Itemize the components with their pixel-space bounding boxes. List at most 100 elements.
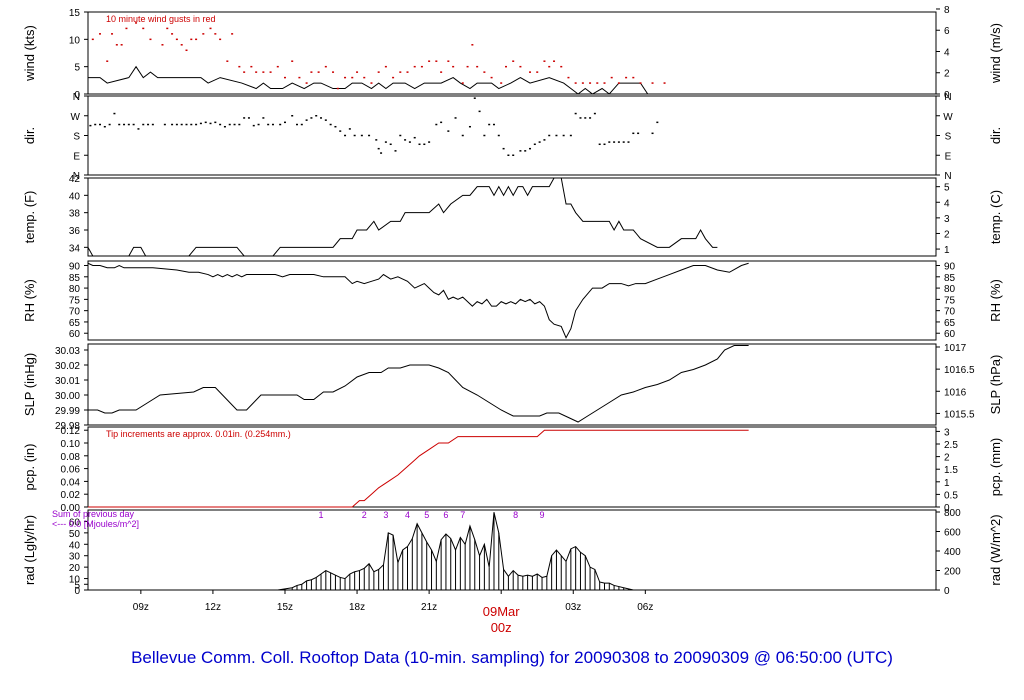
x-tick-label: 18z	[349, 602, 365, 613]
right-tick-label: 2	[944, 69, 950, 80]
pcp-frame	[87, 426, 937, 508]
rad-ylabel-right: rad (W/m^2)	[988, 514, 1003, 585]
left-tick-label: 10	[69, 35, 81, 46]
rad-panel: rad (Lgly/hr) rad (W/m^2)	[22, 509, 1003, 591]
x-tick-label: 03z	[565, 602, 581, 613]
left-tick-label: E	[73, 151, 80, 162]
left-tick-label: 10	[69, 575, 81, 586]
dir-ylabel-right: dir.	[988, 127, 1003, 144]
slp-panel: SLP (inHg) SLP (hPa)	[22, 343, 1003, 426]
slp-ylabel-right: SLP (hPa)	[988, 355, 1003, 415]
right-tick-label: 1	[944, 478, 950, 489]
left-tick-label: 29.99	[55, 406, 80, 417]
left-tick-label: 65	[69, 318, 81, 329]
right-tick-label: 1017	[944, 343, 967, 354]
left-tick-label: 29.98	[55, 421, 80, 432]
right-tick-label: 65	[944, 318, 956, 329]
right-tick-label: 4	[944, 47, 950, 58]
left-tick-label: 30.03	[55, 346, 80, 357]
right-tick-label: 3	[944, 427, 950, 438]
left-tick-label: N	[73, 92, 80, 103]
hour-marker: 7	[460, 510, 465, 520]
slp-ylabel-left: SLP (inHg)	[22, 353, 37, 416]
x-tick-label: 21z	[421, 602, 437, 613]
right-tick-label: 200	[944, 567, 961, 578]
right-tick-label: W	[943, 112, 953, 123]
left-tick-label: 50	[69, 529, 81, 540]
hour-marker: 4	[405, 510, 410, 520]
right-tick-label: N	[944, 92, 951, 103]
left-tick-label: 90	[69, 262, 81, 273]
left-tick-label: 70	[69, 307, 81, 318]
hour-marker: 2	[362, 510, 367, 520]
x-tick-label: 12z	[205, 602, 221, 613]
right-tick-label: 1.5	[944, 465, 958, 476]
pcp-panel: pcp. (in) pcp. (mm)	[22, 426, 1003, 508]
left-tick-label: 5	[74, 63, 80, 74]
left-tick-label: 85	[69, 273, 81, 284]
left-tick-label: 15	[69, 8, 81, 19]
right-tick-label: 2	[944, 453, 950, 464]
left-tick-label: 42	[69, 174, 81, 185]
dir-panel: dir. dir.	[22, 95, 1003, 176]
left-tick-label: 0.02	[61, 490, 81, 501]
right-tick-label: 600	[944, 528, 961, 539]
left-tick-label: 0.00	[61, 503, 81, 514]
left-tick-label: W	[71, 112, 81, 123]
wind-annotation: 10 minute wind gusts in red	[106, 14, 216, 24]
right-tick-label: 2	[944, 229, 950, 240]
left-tick-label: N	[73, 171, 80, 182]
left-tick-label: 60	[69, 517, 81, 528]
left-tick-label: 30.01	[55, 376, 80, 387]
slp-frame	[87, 343, 937, 426]
rh-ylabel-left: RH (%)	[22, 279, 37, 322]
pcp-annotation: Tip increments are approx. 0.01in. (0.25…	[106, 429, 291, 439]
left-tick-label: 38	[69, 209, 81, 220]
wind-ylabel-right: wind (m/s)	[988, 23, 1003, 84]
x-tick-label: 15z	[277, 602, 293, 613]
right-tick-label: 0	[944, 586, 950, 597]
hour-marker: 5	[424, 510, 429, 520]
right-tick-label: 2.5	[944, 440, 958, 451]
left-tick-label: 0.04	[61, 477, 81, 488]
right-tick-label: 6	[944, 26, 950, 37]
x-tick-label: 09z	[133, 602, 149, 613]
hour-marker: 3	[383, 510, 388, 520]
right-tick-label: 8	[944, 5, 950, 16]
pcp-ylabel-right: pcp. (mm)	[988, 438, 1003, 497]
right-tick-label: S	[945, 132, 952, 143]
x-tick-label: 06z	[637, 602, 653, 613]
right-tick-label: 0	[944, 503, 950, 514]
left-tick-label: 40	[69, 191, 81, 202]
wind-ylabel-left: wind (kts)	[22, 25, 37, 82]
right-tick-label: 3	[944, 214, 950, 225]
pcp-ylabel-left: pcp. (in)	[22, 444, 37, 491]
hour-marker: 6	[443, 510, 448, 520]
temp-ylabel-left: temp. (F)	[22, 191, 37, 244]
right-tick-label: 0	[944, 90, 950, 101]
right-tick-label: 400	[944, 547, 961, 558]
right-tick-label: 1016	[944, 387, 967, 398]
left-tick-label: 0.10	[61, 439, 81, 450]
x-date-label: 09Mar	[483, 604, 521, 619]
left-tick-label: 20	[69, 563, 81, 574]
right-tick-label: 4	[944, 198, 950, 209]
wind-frame	[87, 11, 937, 95]
right-tick-label: N	[944, 171, 951, 182]
rad-note-top: Sum of previous day	[52, 509, 135, 519]
left-tick-label: 80	[69, 284, 81, 295]
temp-ylabel-right: temp. (C)	[988, 190, 1003, 244]
left-tick-label: 36	[69, 226, 81, 237]
wind-panel: wind (kts) wind (m/s)	[22, 8, 1003, 95]
rh-ylabel-right: RH (%)	[988, 279, 1003, 322]
hour-marker: 1	[319, 510, 324, 520]
temp-frame	[87, 177, 937, 257]
right-tick-label: 80	[944, 284, 956, 295]
right-tick-label: 1015.5	[944, 409, 975, 420]
left-tick-label: 75	[69, 295, 81, 306]
right-tick-label: 1016.5	[944, 365, 975, 376]
left-tick-label: 40	[69, 540, 81, 551]
left-tick-label: 0.06	[61, 465, 81, 476]
right-tick-label: 60	[944, 329, 956, 340]
